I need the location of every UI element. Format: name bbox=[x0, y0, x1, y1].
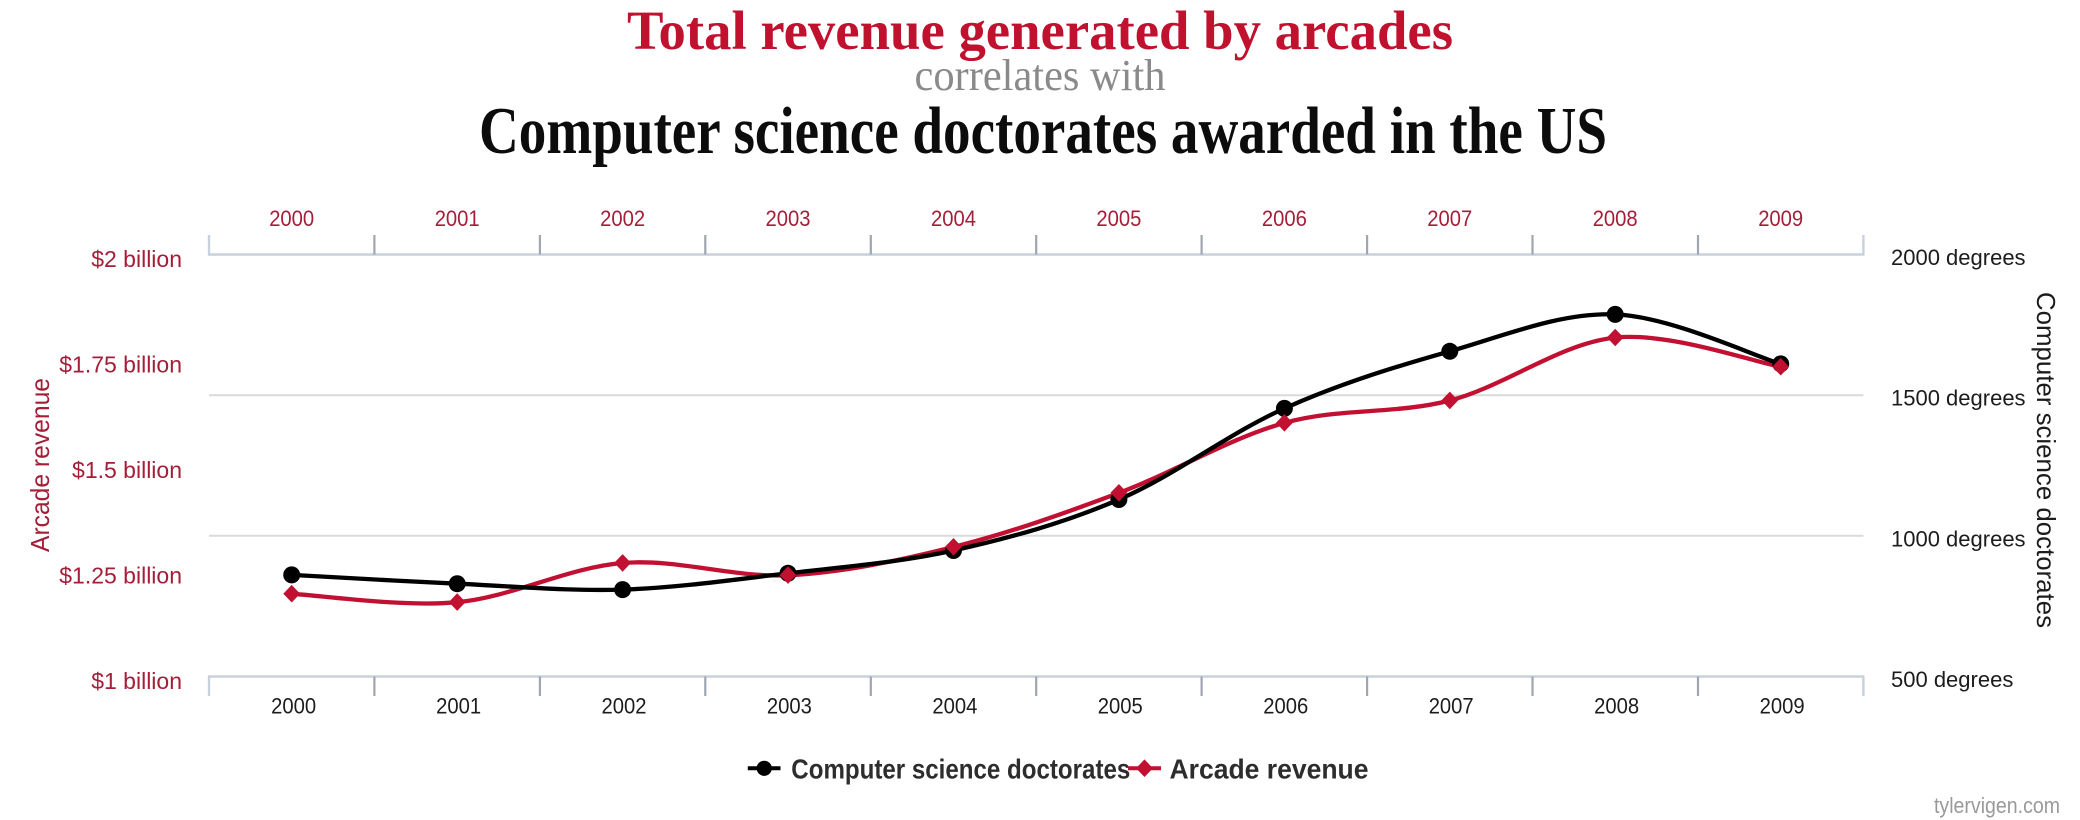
svg-text:$1.5 billion: $1.5 billion bbox=[72, 457, 182, 483]
svg-text:2007: 2007 bbox=[1429, 694, 1474, 719]
svg-text:2001: 2001 bbox=[435, 206, 480, 231]
svg-text:2005: 2005 bbox=[1096, 206, 1141, 231]
svg-text:2008: 2008 bbox=[1593, 206, 1638, 231]
svg-text:$1.75 billion: $1.75 billion bbox=[59, 351, 182, 377]
svg-text:$2 billion: $2 billion bbox=[91, 246, 182, 272]
svg-text:2006: 2006 bbox=[1262, 206, 1307, 231]
svg-text:2003: 2003 bbox=[766, 206, 811, 231]
svg-text:2000: 2000 bbox=[271, 694, 316, 719]
svg-text:2004: 2004 bbox=[932, 694, 977, 719]
svg-text:Arcade revenue: Arcade revenue bbox=[1170, 754, 1369, 785]
svg-text:2001: 2001 bbox=[436, 694, 481, 719]
svg-text:2009: 2009 bbox=[1760, 694, 1805, 719]
svg-text:2009: 2009 bbox=[1758, 206, 1803, 231]
svg-text:tylervigen.com: tylervigen.com bbox=[1934, 793, 2060, 818]
svg-text:2006: 2006 bbox=[1263, 694, 1308, 719]
svg-text:1500 degrees: 1500 degrees bbox=[1891, 386, 2026, 411]
svg-text:Arcade revenue: Arcade revenue bbox=[25, 378, 55, 552]
svg-text:$1.25 billion: $1.25 billion bbox=[59, 562, 182, 588]
svg-text:2002: 2002 bbox=[600, 206, 645, 231]
svg-text:Computer science doctorates: Computer science doctorates bbox=[2031, 292, 2061, 628]
svg-text:2005: 2005 bbox=[1098, 694, 1143, 719]
svg-text:2000: 2000 bbox=[269, 206, 314, 231]
svg-text:correlates with: correlates with bbox=[915, 51, 1166, 100]
svg-text:$1 billion: $1 billion bbox=[91, 668, 182, 694]
svg-text:2003: 2003 bbox=[767, 694, 812, 719]
svg-text:2002: 2002 bbox=[602, 694, 647, 719]
svg-text:Computer science doctorates: Computer science doctorates bbox=[791, 754, 1130, 785]
svg-text:2008: 2008 bbox=[1594, 694, 1639, 719]
svg-text:1000 degrees: 1000 degrees bbox=[1891, 526, 2026, 551]
svg-text:Computer science doctorates aw: Computer science doctorates awarded in t… bbox=[479, 94, 1607, 168]
svg-text:Total revenue generated by arc: Total revenue generated by arcades bbox=[627, 0, 1453, 61]
svg-text:2004: 2004 bbox=[931, 206, 976, 231]
svg-text:2007: 2007 bbox=[1427, 206, 1472, 231]
svg-text:2000 degrees: 2000 degrees bbox=[1891, 245, 2026, 270]
svg-text:500 degrees: 500 degrees bbox=[1891, 667, 2013, 692]
